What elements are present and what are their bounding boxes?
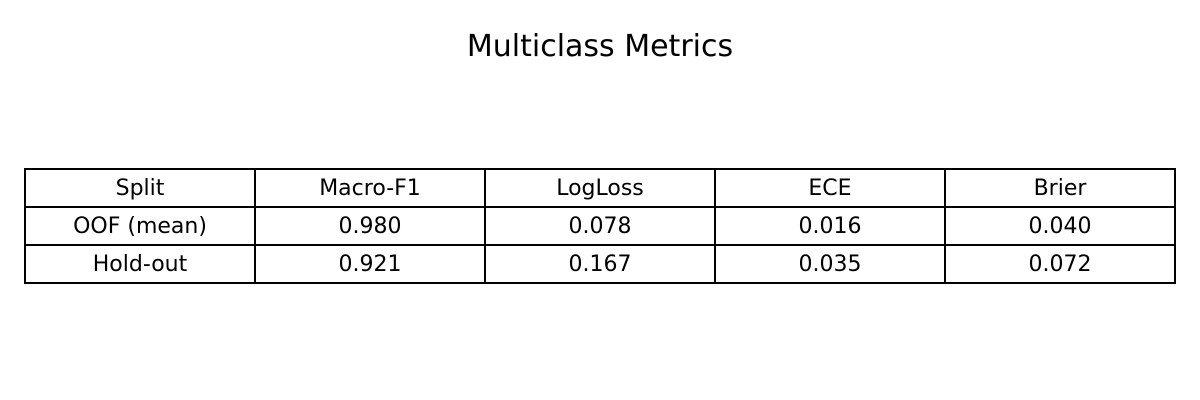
column-header-ece: ECE: [714, 168, 946, 208]
table-cell-ece: 0.016: [714, 206, 946, 246]
table-cell-split: Hold-out: [24, 244, 256, 284]
column-header-logloss: LogLoss: [484, 168, 716, 208]
table-cell-split: OOF (mean): [24, 206, 256, 246]
table-cell-logloss: 0.078: [484, 206, 716, 246]
table-row: Hold-out 0.921 0.167 0.035 0.072: [24, 244, 1176, 284]
column-header-brier: Brier: [944, 168, 1176, 208]
table-cell-logloss: 0.167: [484, 244, 716, 284]
table-cell-ece: 0.035: [714, 244, 946, 284]
chart-title: Multiclass Metrics: [466, 29, 734, 64]
table-cell-macro-f1: 0.921: [254, 244, 486, 284]
table-row: OOF (mean) 0.980 0.078 0.016 0.040: [24, 206, 1176, 246]
column-header-macro-f1: Macro-F1: [254, 168, 486, 208]
table-cell-macro-f1: 0.980: [254, 206, 486, 246]
table-header-row: Split Macro-F1 LogLoss ECE Brier: [24, 168, 1176, 208]
table-cell-brier: 0.072: [944, 244, 1176, 284]
metrics-table: Split Macro-F1 LogLoss ECE Brier OOF (me…: [24, 168, 1176, 284]
table-cell-brier: 0.040: [944, 206, 1176, 246]
column-header-split: Split: [24, 168, 256, 208]
